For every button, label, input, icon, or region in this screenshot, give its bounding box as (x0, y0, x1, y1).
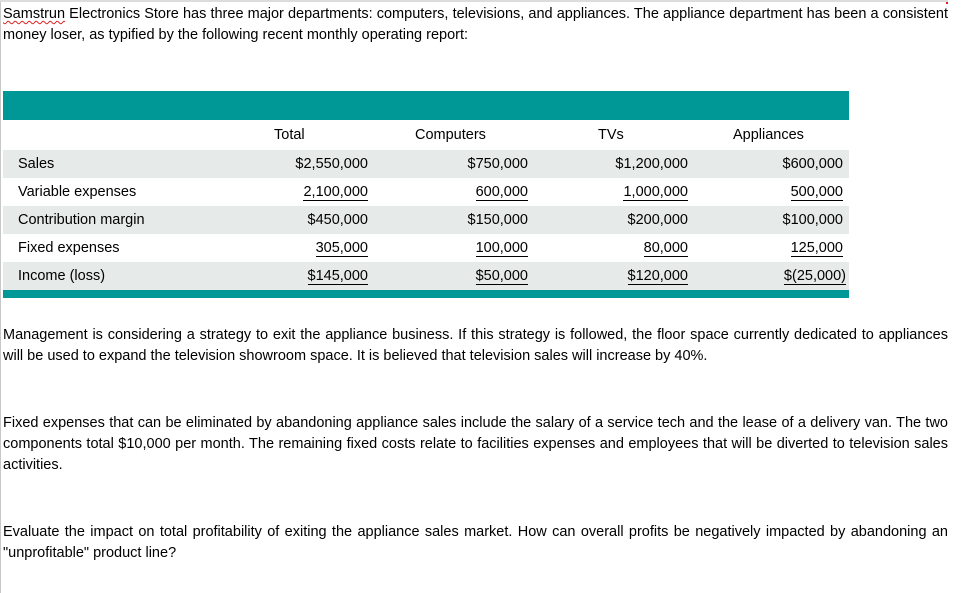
value: 100,000 (475, 239, 528, 257)
top-rule (0, 0, 948, 2)
value: $1,200,000 (615, 156, 688, 172)
cell-income-appliances: $(25,000) (688, 262, 849, 290)
cell-cm-appliances: $100,000 (688, 206, 849, 234)
cell-sales-computers: $750,000 (368, 150, 528, 178)
header-tvs: TVs (528, 120, 688, 150)
cell-cm-total: $450,000 (215, 206, 368, 234)
header-total: Total (215, 120, 368, 150)
value: 125,000 (790, 239, 843, 257)
brand-name: Samstrun (3, 6, 66, 22)
cell-variable-total: 2,100,000 (215, 178, 368, 206)
cell-fixed-tvs: 80,000 (528, 234, 688, 262)
cell-fixed-total: 305,000 (215, 234, 368, 262)
cell-sales-total: $2,550,000 (215, 150, 368, 178)
value: 80,000 (643, 239, 688, 257)
spellcheck-marker (946, 2, 948, 4)
value: $50,000 (475, 267, 528, 285)
table-row: Fixed expenses 305,000 100,000 80,000 12… (3, 234, 849, 262)
cell-income-total: $145,000 (215, 262, 368, 290)
strategy-paragraph: Management is considering a strategy to … (3, 327, 948, 364)
value: $100,000 (782, 212, 843, 228)
question-paragraph: Evaluate the impact on total profitabili… (3, 524, 948, 561)
header-appliances: Appliances (688, 120, 849, 150)
row-label-variable-expenses: Variable expenses (3, 178, 215, 206)
cell-variable-tvs: 1,000,000 (528, 178, 688, 206)
fixed-expenses-paragraph: Fixed expenses that can be eliminated by… (3, 415, 948, 473)
cell-cm-tvs: $200,000 (528, 206, 688, 234)
value: 600,000 (475, 183, 528, 201)
value: 305,000 (315, 239, 368, 257)
table-row: Contribution margin $450,000 $150,000 $2… (3, 206, 849, 234)
header-blank (3, 120, 215, 150)
table-header-band (3, 91, 849, 120)
value: $120,000 (627, 267, 688, 285)
cell-income-tvs: $120,000 (528, 262, 688, 290)
cell-income-computers: $50,000 (368, 262, 528, 290)
table-row: Income (loss) $145,000 $50,000 $120,000 … (3, 262, 849, 290)
row-label-fixed-expenses: Fixed expenses (3, 234, 215, 262)
header-computers: Computers (368, 120, 528, 150)
intro-text: Electronics Store has three major depart… (3, 6, 948, 43)
row-label-sales: Sales (3, 150, 215, 178)
table-row: Variable expenses 2,100,000 600,000 1,00… (3, 178, 849, 206)
cell-sales-tvs: $1,200,000 (528, 150, 688, 178)
cell-cm-computers: $150,000 (368, 206, 528, 234)
operating-report: Total Computers TVs Appliances Sales $2,… (3, 91, 849, 298)
cell-variable-computers: 600,000 (368, 178, 528, 206)
value: $600,000 (782, 156, 843, 172)
row-label-contribution-margin: Contribution margin (3, 206, 215, 234)
value: $200,000 (627, 212, 688, 228)
cell-fixed-appliances: 125,000 (688, 234, 849, 262)
value: $145,000 (307, 267, 368, 285)
value: $750,000 (467, 156, 528, 172)
cell-fixed-computers: 100,000 (368, 234, 528, 262)
value: $(25,000) (783, 267, 846, 285)
cell-sales-appliances: $600,000 (688, 150, 849, 178)
value: 500,000 (790, 183, 843, 201)
value: 1,000,000 (623, 183, 688, 201)
operating-report-table: Total Computers TVs Appliances Sales $2,… (3, 120, 849, 290)
column-header-row: Total Computers TVs Appliances (3, 120, 849, 150)
value: 2,100,000 (303, 183, 368, 201)
intro-paragraph: Samstrun Electronics Store has three maj… (3, 4, 948, 46)
cell-variable-appliances: 500,000 (688, 178, 849, 206)
value: $450,000 (307, 212, 368, 228)
table-footer-band (3, 290, 849, 298)
value: $2,550,000 (295, 156, 368, 172)
value: $150,000 (467, 212, 528, 228)
row-label-income: Income (loss) (3, 262, 215, 290)
table-row: Sales $2,550,000 $750,000 $1,200,000 $60… (3, 150, 849, 178)
